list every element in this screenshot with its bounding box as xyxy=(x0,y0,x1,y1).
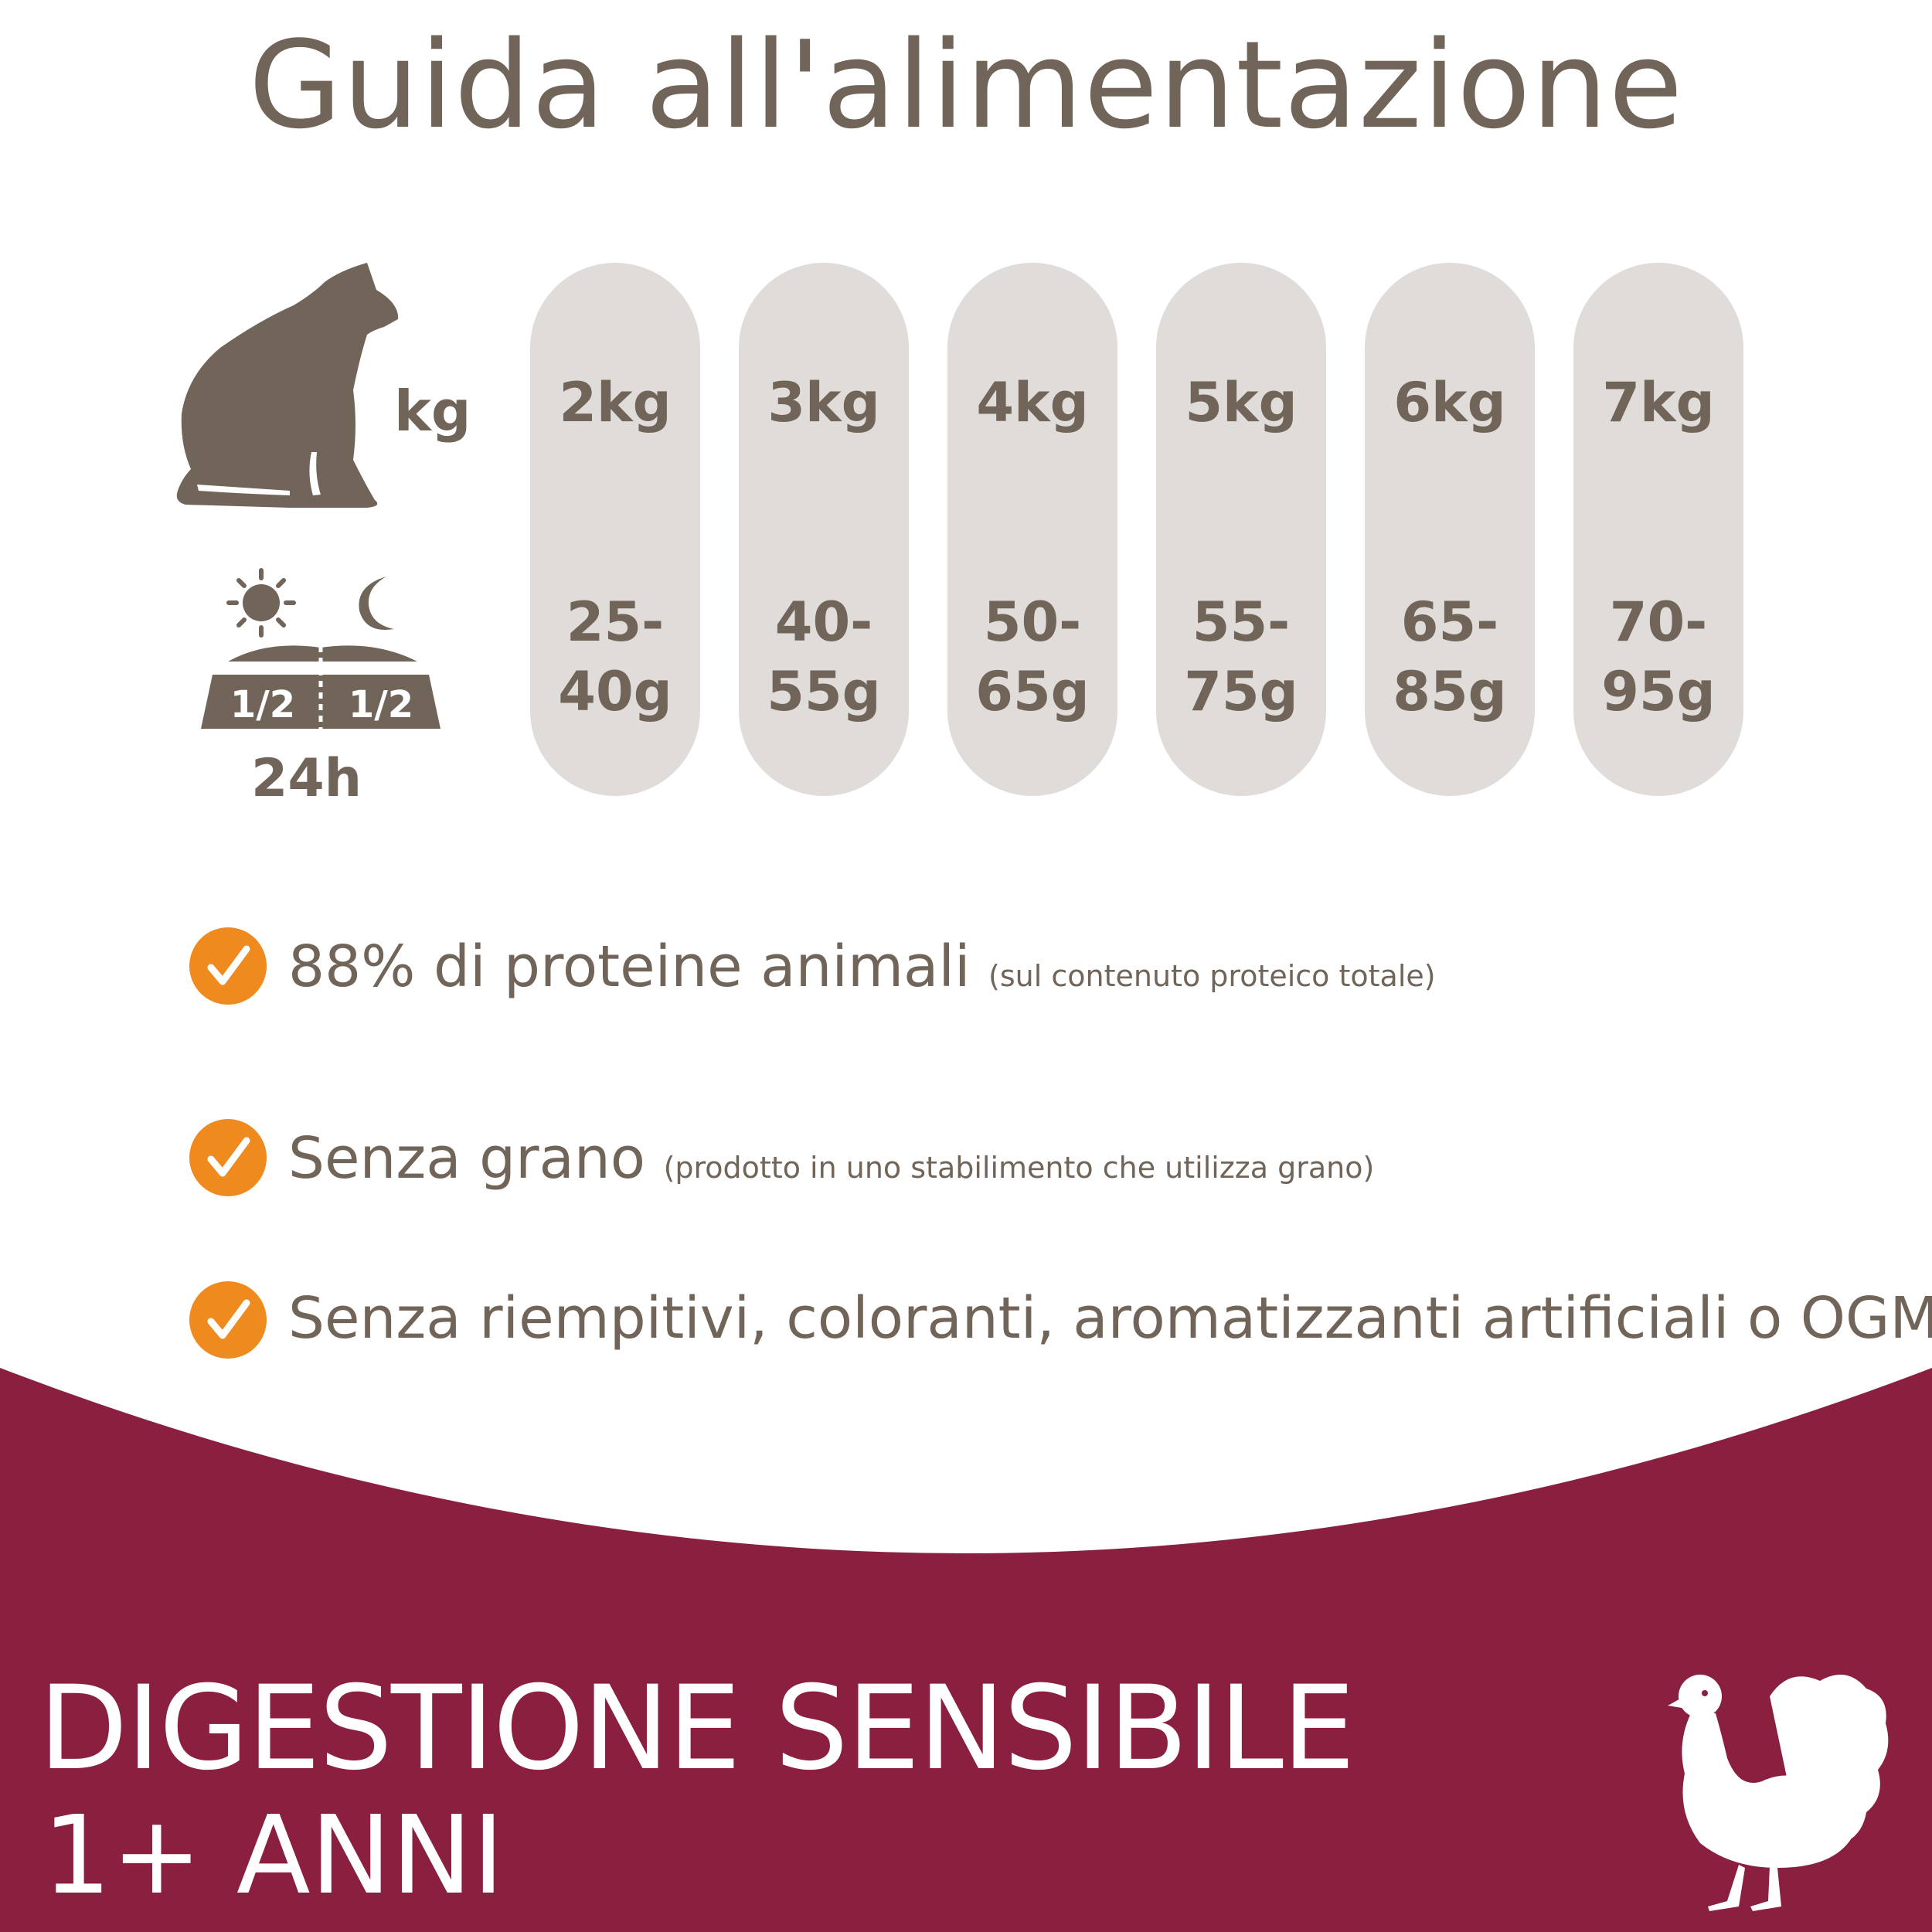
feature-note: (sul contenuto proteico totale) xyxy=(988,959,1436,993)
weight-value: 7kg xyxy=(1602,371,1715,434)
weight-value: 6kg xyxy=(1393,371,1506,434)
weight-value: 5kg xyxy=(1185,371,1298,434)
product-age: 1+ ANNI xyxy=(43,1793,505,1919)
grams-value: 55- 75g xyxy=(1184,590,1298,723)
feature-text: Senza riempitivi, coloranti, aromatizzan… xyxy=(288,1285,1932,1352)
grams-value: 40- 55g xyxy=(767,590,881,723)
food-bowl-icon: 1/2 1/2 xyxy=(201,568,440,729)
feeding-column: 5kg 55- 75g xyxy=(1156,263,1326,796)
feature-note: (prodotto in uno stabilimento che utiliz… xyxy=(663,1151,1375,1185)
check-icon xyxy=(189,927,267,1005)
cat-icon xyxy=(176,263,399,508)
weight-value: 2kg xyxy=(559,371,672,434)
moon-icon xyxy=(359,577,394,630)
turkey-icon xyxy=(1668,1675,1889,1911)
feeding-column: 7kg 70- 95g xyxy=(1573,263,1743,796)
grams-value: 70- 95g xyxy=(1601,590,1716,723)
weight-label: kg xyxy=(394,379,471,444)
grams-value: 65- 85g xyxy=(1393,590,1507,723)
daily-label: 24h xyxy=(251,748,362,809)
product-name: DIGESTIONE SENSIBILE xyxy=(39,1662,1355,1796)
feeding-column: 6kg 65- 85g xyxy=(1365,263,1535,796)
page-title: Guida all'alimentazione xyxy=(248,15,1684,155)
weight-value: 4kg xyxy=(976,371,1089,434)
sun-icon xyxy=(226,568,296,638)
feeding-column: 4kg 50- 65g xyxy=(947,263,1117,796)
grams-value: 25- 40g xyxy=(558,590,672,723)
weight-value: 3kg xyxy=(767,371,880,434)
feature-text: Senza grano xyxy=(288,1125,646,1192)
check-icon xyxy=(189,1119,267,1196)
feeding-column: 2kg 25- 40g xyxy=(530,263,700,796)
grams-value: 50- 65g xyxy=(975,590,1090,723)
portion-left-label: 1/2 xyxy=(230,683,295,726)
feeding-column: 3kg 40- 55g xyxy=(739,263,909,796)
check-icon xyxy=(189,1281,267,1359)
feature-item: Senza riempitivi, coloranti, aromatizzan… xyxy=(288,1285,1932,1352)
feature-item: Senza grano (prodotto in uno stabiliment… xyxy=(288,1125,1374,1192)
portion-right-label: 1/2 xyxy=(349,683,413,726)
feature-text: 88% di proteine animali xyxy=(288,934,971,1000)
feature-item: 88% di proteine animali (sul contenuto p… xyxy=(288,934,1436,1000)
